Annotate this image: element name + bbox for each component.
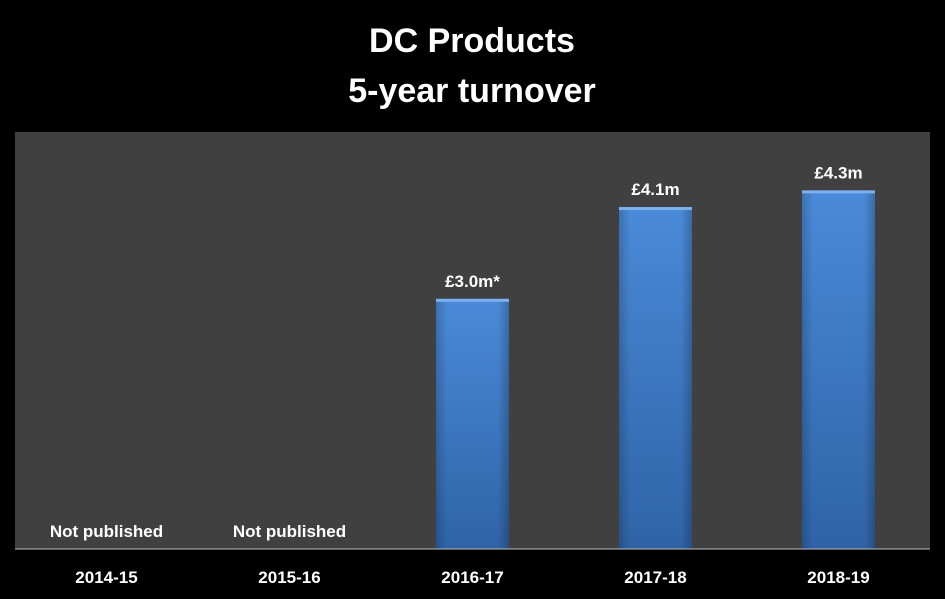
not-published-label: Not published (233, 522, 346, 541)
chart-subtitle: 5-year turnover (348, 72, 596, 110)
bars-layer (436, 190, 875, 549)
x-tick-label: 2016-17 (441, 568, 503, 587)
bar-top-highlight (619, 207, 692, 211)
data-label: £3.0m* (445, 272, 500, 291)
data-labels-layer: Not published Not published £3.0m* £4.1m £4.… (50, 163, 863, 541)
x-axis-ticks: 2014-15 2015-16 2016-17 2017-18 2018-19 (75, 568, 869, 587)
chart-title: DC Products (369, 22, 575, 60)
not-published-label: Not published (50, 522, 163, 541)
bar-shading (619, 207, 692, 549)
data-label: £4.1m (631, 180, 679, 199)
bar-top-highlight (802, 190, 875, 194)
x-tick-label: 2014-15 (75, 568, 137, 587)
bar-shading (436, 298, 509, 549)
bar-shading (802, 190, 875, 549)
x-tick-label: 2015-16 (258, 568, 320, 587)
x-tick-label: 2018-19 (807, 568, 869, 587)
x-tick-label: 2017-18 (624, 568, 686, 587)
bar-top-highlight (436, 298, 509, 302)
data-label: £4.3m (814, 163, 862, 182)
